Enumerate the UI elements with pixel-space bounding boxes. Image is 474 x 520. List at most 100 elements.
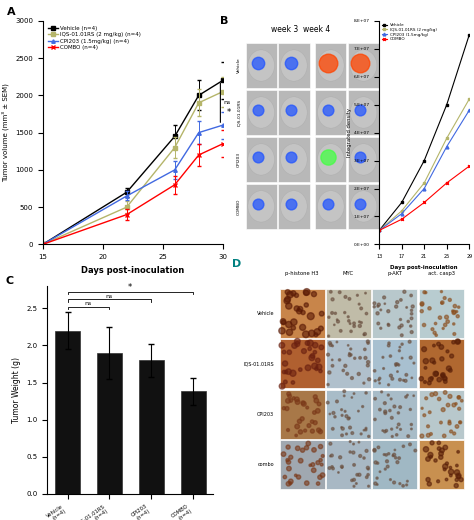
Point xyxy=(350,448,357,457)
Point xyxy=(376,374,383,383)
Point xyxy=(291,342,298,350)
Point xyxy=(432,389,439,398)
Vehicle (n=4) xyxy=(196,92,201,98)
Point xyxy=(427,453,435,461)
FancyBboxPatch shape xyxy=(326,339,371,388)
Point xyxy=(311,341,319,349)
Point xyxy=(329,295,337,304)
Point xyxy=(426,304,433,313)
Point xyxy=(383,451,390,459)
Point xyxy=(391,402,398,411)
Point xyxy=(388,425,395,433)
Ellipse shape xyxy=(318,50,344,81)
Point xyxy=(293,422,301,431)
Point xyxy=(447,463,454,472)
Point xyxy=(389,451,397,460)
Point xyxy=(290,324,297,332)
Point xyxy=(409,302,417,310)
Point xyxy=(311,362,319,370)
Point xyxy=(314,356,321,365)
Point xyxy=(283,368,290,376)
Point xyxy=(328,356,336,364)
Point xyxy=(359,402,366,411)
Point xyxy=(362,289,369,297)
FancyBboxPatch shape xyxy=(419,289,464,338)
Point xyxy=(395,454,403,462)
Bar xyxy=(181,392,206,494)
Point xyxy=(313,328,321,336)
Point xyxy=(327,288,335,296)
Point xyxy=(387,352,394,360)
Point xyxy=(395,361,402,369)
Point xyxy=(338,463,346,472)
COMBO (n=4) xyxy=(172,181,178,188)
Point xyxy=(418,432,426,440)
FancyBboxPatch shape xyxy=(326,440,371,489)
Point xyxy=(424,455,432,463)
Legend: Vehicle, IQS-01.01RS (2 mg/kg), CPI203 (1.5mg/kg), COMBO: Vehicle, IQS-01.01RS (2 mg/kg), CPI203 (… xyxy=(381,23,438,42)
Point xyxy=(308,329,316,337)
Point xyxy=(418,300,426,308)
Point xyxy=(439,371,447,379)
Point xyxy=(438,298,446,307)
Point xyxy=(387,475,394,484)
Line: CPI203 (1.5mg/kg) (n=4): CPI203 (1.5mg/kg) (n=4) xyxy=(41,123,225,246)
Point xyxy=(447,427,455,436)
Point xyxy=(278,382,286,391)
Point xyxy=(371,415,379,424)
Point xyxy=(434,477,442,486)
Point xyxy=(441,462,449,471)
Text: ns: ns xyxy=(85,302,92,306)
Point xyxy=(408,306,415,315)
Point xyxy=(428,325,436,333)
Point xyxy=(422,289,429,297)
Point xyxy=(382,465,389,473)
Point xyxy=(343,412,350,420)
Point xyxy=(346,414,353,422)
COMBO (n=4) xyxy=(40,241,46,248)
Point xyxy=(361,330,369,338)
Point xyxy=(330,321,338,329)
Point xyxy=(428,374,436,382)
Point xyxy=(354,291,361,300)
Point xyxy=(392,361,400,370)
Point xyxy=(315,426,322,434)
Point xyxy=(407,322,414,330)
Point xyxy=(356,106,364,114)
Point xyxy=(449,307,456,315)
Point xyxy=(432,370,439,378)
Point xyxy=(324,200,331,209)
Point xyxy=(304,339,311,347)
Point xyxy=(386,407,394,415)
Point xyxy=(284,456,292,464)
Point xyxy=(376,406,383,414)
Point xyxy=(287,200,294,209)
Point xyxy=(284,426,292,434)
Point xyxy=(365,471,372,479)
Text: *: * xyxy=(128,282,132,292)
Point xyxy=(309,427,316,435)
Point xyxy=(406,440,414,449)
Point xyxy=(435,439,443,447)
Point xyxy=(385,321,392,329)
Point xyxy=(371,395,379,403)
Point xyxy=(376,379,383,387)
Point xyxy=(310,446,318,454)
Ellipse shape xyxy=(248,191,274,222)
Point xyxy=(371,299,378,307)
Text: C: C xyxy=(6,276,14,285)
Point xyxy=(385,342,392,350)
FancyBboxPatch shape xyxy=(348,184,379,229)
Point xyxy=(333,397,341,406)
Point xyxy=(371,447,378,455)
Ellipse shape xyxy=(281,191,307,222)
Point xyxy=(441,444,449,452)
Point xyxy=(362,389,370,397)
Line: IQS-01.01RS (2 mg/kg) (n=4): IQS-01.01RS (2 mg/kg) (n=4) xyxy=(41,90,225,246)
FancyBboxPatch shape xyxy=(280,389,325,438)
Point xyxy=(446,417,453,425)
Point xyxy=(372,376,379,385)
Point xyxy=(313,365,320,373)
Point xyxy=(357,318,365,327)
Ellipse shape xyxy=(350,144,377,175)
